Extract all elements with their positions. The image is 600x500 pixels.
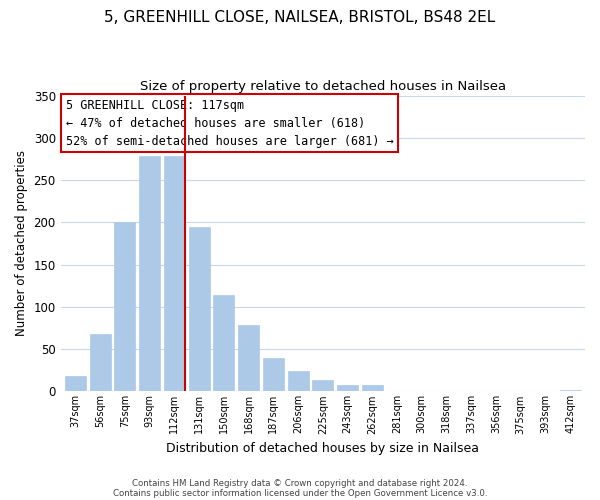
Bar <box>115 222 136 392</box>
Bar <box>362 386 383 392</box>
Bar <box>287 371 308 392</box>
Bar <box>436 390 457 392</box>
Bar <box>337 386 358 392</box>
Y-axis label: Number of detached properties: Number of detached properties <box>15 150 28 336</box>
Bar <box>461 390 482 392</box>
Bar <box>411 390 432 392</box>
X-axis label: Distribution of detached houses by size in Nailsea: Distribution of detached houses by size … <box>166 442 479 455</box>
Title: Size of property relative to detached houses in Nailsea: Size of property relative to detached ho… <box>140 80 506 93</box>
Bar <box>188 226 209 392</box>
Text: Contains public sector information licensed under the Open Government Licence v3: Contains public sector information licen… <box>113 488 487 498</box>
Text: 5 GREENHILL CLOSE: 117sqm
← 47% of detached houses are smaller (618)
52% of semi: 5 GREENHILL CLOSE: 117sqm ← 47% of detac… <box>66 98 394 148</box>
Bar <box>164 156 185 392</box>
Text: 5, GREENHILL CLOSE, NAILSEA, BRISTOL, BS48 2EL: 5, GREENHILL CLOSE, NAILSEA, BRISTOL, BS… <box>104 10 496 25</box>
Bar <box>90 334 111 392</box>
Bar <box>560 390 581 392</box>
Bar <box>139 156 160 392</box>
Bar <box>263 358 284 392</box>
Bar <box>535 390 556 392</box>
Bar <box>386 390 407 392</box>
Bar <box>510 390 531 392</box>
Bar <box>65 376 86 392</box>
Bar <box>485 390 506 392</box>
Bar <box>214 295 235 392</box>
Text: Contains HM Land Registry data © Crown copyright and database right 2024.: Contains HM Land Registry data © Crown c… <box>132 478 468 488</box>
Bar <box>238 324 259 392</box>
Bar <box>313 380 334 392</box>
